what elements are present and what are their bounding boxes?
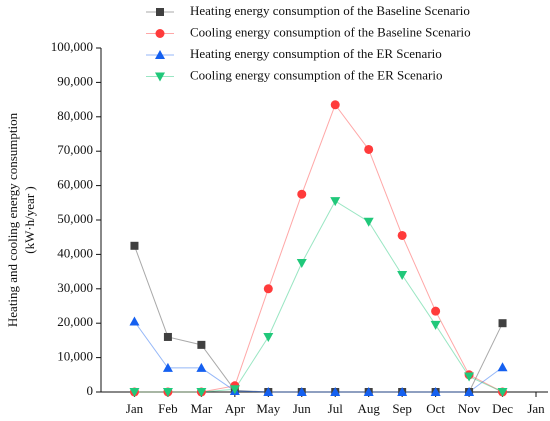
marker — [330, 197, 341, 207]
series-line — [134, 200, 503, 393]
marker — [162, 388, 173, 397]
x-tick-label: Nov — [458, 401, 481, 416]
y-tick-label: 80,000 — [57, 108, 93, 123]
legend-label: Heating energy consumption of the ER Sce… — [190, 46, 442, 61]
marker — [430, 320, 441, 330]
y-tick-label: 0 — [87, 383, 94, 398]
marker — [464, 372, 475, 382]
x-tick-label: Dec — [492, 401, 513, 416]
series-line — [133, 245, 503, 393]
marker — [397, 387, 408, 396]
marker — [162, 362, 173, 372]
x-tick-label: Apr — [225, 401, 246, 416]
marker — [397, 271, 408, 281]
x-tick-label: Jan — [126, 401, 144, 416]
legend-marker — [156, 8, 164, 16]
marker — [363, 217, 374, 227]
legend-label: Cooling energy consumption of the Baseli… — [190, 24, 471, 39]
marker — [296, 387, 307, 396]
marker — [431, 306, 441, 316]
x-tick-label: Sep — [392, 401, 412, 416]
marker — [464, 387, 475, 396]
x-tick-label: Jun — [293, 401, 312, 416]
legend-label: Cooling energy consumption of the ER Sce… — [190, 67, 443, 82]
y-tick-label: 60,000 — [57, 177, 93, 192]
series-line — [134, 103, 503, 393]
marker — [497, 388, 508, 397]
marker — [296, 259, 307, 268]
y-axis-label-line: (kW·h/year ) — [22, 186, 37, 254]
legend-label: Heating energy consumption of the Baseli… — [190, 3, 470, 18]
marker — [197, 340, 206, 349]
series-line — [134, 321, 503, 393]
y-tick-label: 30,000 — [57, 280, 93, 295]
marker — [196, 362, 207, 372]
x-tick-label: Oct — [426, 401, 445, 416]
marker — [430, 387, 441, 396]
marker — [130, 241, 139, 250]
y-tick-label: 40,000 — [57, 245, 93, 260]
marker — [330, 387, 341, 396]
x-tick-label: Mar — [191, 401, 213, 416]
marker — [297, 189, 307, 199]
y-tick-label: 100,000 — [51, 39, 93, 54]
x-tick-label: May — [256, 401, 280, 416]
y-tick-label: 70,000 — [57, 142, 93, 157]
marker — [163, 332, 172, 341]
x-tick-label: Jan — [527, 401, 545, 416]
y-tick-label: 90,000 — [57, 73, 93, 88]
x-tick-label: Jul — [328, 401, 344, 416]
y-tick-label: 20,000 — [57, 314, 93, 329]
marker — [497, 362, 508, 372]
y-tick-label: 50,000 — [57, 211, 93, 226]
marker — [498, 319, 507, 328]
y-axis-label: Heating and cooling energy consumption (k… — [5, 112, 37, 327]
y-axis-label-line: Heating and cooling energy consumption — [5, 112, 20, 327]
legend-marker — [155, 29, 165, 38]
marker — [363, 387, 374, 396]
marker — [196, 388, 207, 397]
marker — [263, 387, 274, 396]
marker — [129, 316, 140, 326]
legend-marker — [155, 50, 165, 59]
marker — [397, 230, 407, 240]
marker — [263, 332, 274, 342]
legend-marker — [155, 72, 165, 82]
marker — [229, 385, 240, 395]
marker — [263, 284, 273, 294]
marker — [364, 144, 374, 154]
x-tick-label: Feb — [158, 401, 178, 416]
y-tick-label: 10,000 — [57, 349, 93, 364]
marker — [330, 100, 340, 110]
marker — [129, 388, 140, 397]
x-tick-label: Aug — [357, 401, 380, 416]
